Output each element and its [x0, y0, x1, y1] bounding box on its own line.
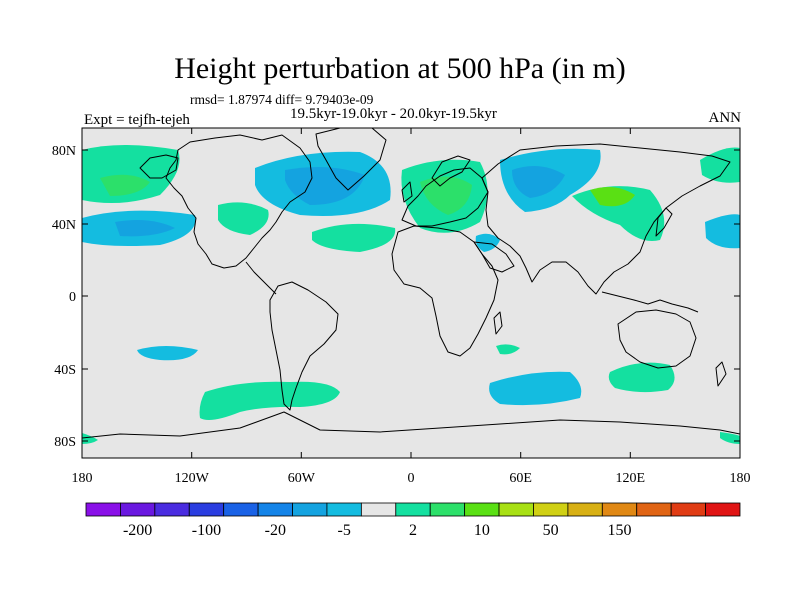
- longitude-ticks: 180 120W 60W 0 60E 120E 180: [72, 128, 751, 486]
- colorbar-bin: [705, 502, 741, 517]
- coast-central-america: [245, 261, 277, 295]
- contour-southern-ocean-positive: [199, 381, 340, 420]
- colorbar-label: -100: [192, 522, 221, 539]
- colorbar-label: 2: [409, 522, 417, 539]
- coastlines: [82, 128, 740, 439]
- contour-east-asia-core: [590, 186, 635, 207]
- colorbar-label: 150: [608, 522, 632, 539]
- colorbar-label: -200: [123, 522, 152, 539]
- contour-west-pacific-negative: [705, 214, 740, 249]
- lat-label: 80N: [52, 144, 76, 159]
- colorbar-label: 50: [543, 522, 559, 539]
- colorbar-bin: [601, 502, 638, 517]
- coast-australia: [617, 309, 697, 369]
- colorbar-bin: [120, 502, 156, 517]
- colorbar-label: -20: [265, 522, 286, 539]
- colorbar-bin: [85, 502, 121, 517]
- colorbar-bin: [360, 502, 397, 517]
- colorbar-labels: -200 -100 -20 -5 2 10 50 150: [123, 522, 632, 539]
- contour-south-pacific-negative: [137, 346, 198, 361]
- contour-siberia-core: [512, 166, 565, 198]
- lon-label: 120W: [175, 471, 210, 486]
- lat-label: 40N: [52, 218, 76, 233]
- contour-south-indian-negative: [489, 371, 582, 406]
- coast-greenland: [315, 128, 387, 191]
- contour-europe-core: [420, 176, 472, 215]
- coast-north-america: [165, 134, 313, 269]
- lon-label: 60W: [288, 471, 316, 486]
- contour-north-america-positive: [218, 202, 269, 235]
- lat-label: 0: [69, 290, 76, 305]
- colorbar-bin: [154, 502, 190, 517]
- contour-south-australia-positive: [608, 362, 675, 393]
- colorbar-bin: [670, 502, 706, 517]
- coast-africa: [391, 225, 499, 357]
- colorbar-bin: [567, 502, 603, 517]
- map-title: Height perturbation at 500 hPa (in m): [174, 52, 626, 85]
- colorbar-bin: [257, 502, 293, 517]
- colorbar-bin: [636, 502, 672, 517]
- anomaly-contours: [82, 145, 740, 444]
- colorbar-label: -5: [337, 522, 350, 539]
- colorbar-bin: [292, 502, 328, 517]
- coast-indonesia: [601, 291, 699, 313]
- colorbar-bin: [429, 502, 466, 517]
- colorbar-bin: [223, 502, 259, 517]
- lon-label: 180: [72, 471, 93, 486]
- colorbar-bin: [395, 502, 431, 517]
- contour-east-pacific-core: [115, 220, 175, 237]
- coast-alaska: [139, 154, 179, 179]
- contour-subtropical-atlantic-positive: [312, 223, 396, 252]
- contour-middle-east-negative: [475, 233, 500, 252]
- lon-label: 180: [730, 471, 751, 486]
- coast-new-zealand: [715, 361, 727, 387]
- coast-asia: [481, 143, 731, 295]
- colorbar: [85, 502, 741, 517]
- colorbar-bin: [464, 502, 500, 517]
- period-label: 19.5kyr-19.0kyr - 20.0kyr-19.5kyr: [290, 106, 497, 122]
- stats-line: rmsd= 1.87974 diff= 9.79403e-09: [190, 92, 374, 107]
- colorbar-label: 10: [474, 522, 490, 539]
- contour-arctic-pacific-positive: [700, 147, 740, 183]
- lon-label: 0: [408, 471, 415, 486]
- season-label: ANN: [708, 110, 742, 126]
- lon-label: 60E: [509, 471, 532, 486]
- coast-antarctica: [82, 411, 740, 439]
- lat-label: 40S: [54, 363, 76, 378]
- contour-east-asia-positive: [572, 186, 665, 241]
- colorbar-bin: [188, 502, 225, 517]
- coast-japan: [655, 207, 673, 237]
- lat-label: 80S: [54, 435, 76, 450]
- lon-label: 120E: [616, 471, 646, 486]
- coast-arabia: [473, 241, 515, 273]
- colorbar-bin: [498, 502, 534, 517]
- colorbar-bin: [326, 502, 362, 517]
- latitude-ticks: 80N 40N 0 40S 80S: [52, 144, 740, 450]
- coast-scandinavia: [431, 155, 471, 187]
- coast-south-america: [269, 281, 339, 411]
- coast-madagascar: [493, 311, 503, 335]
- contour-north-atlantic-core: [285, 166, 365, 205]
- coast-uk: [401, 181, 413, 203]
- contour-north-pacific-core: [100, 174, 150, 196]
- colorbar-bin: [533, 502, 569, 517]
- experiment-label: Expt = tejfh-tejeh: [84, 112, 190, 128]
- contour-south-atlantic-positive: [496, 344, 520, 355]
